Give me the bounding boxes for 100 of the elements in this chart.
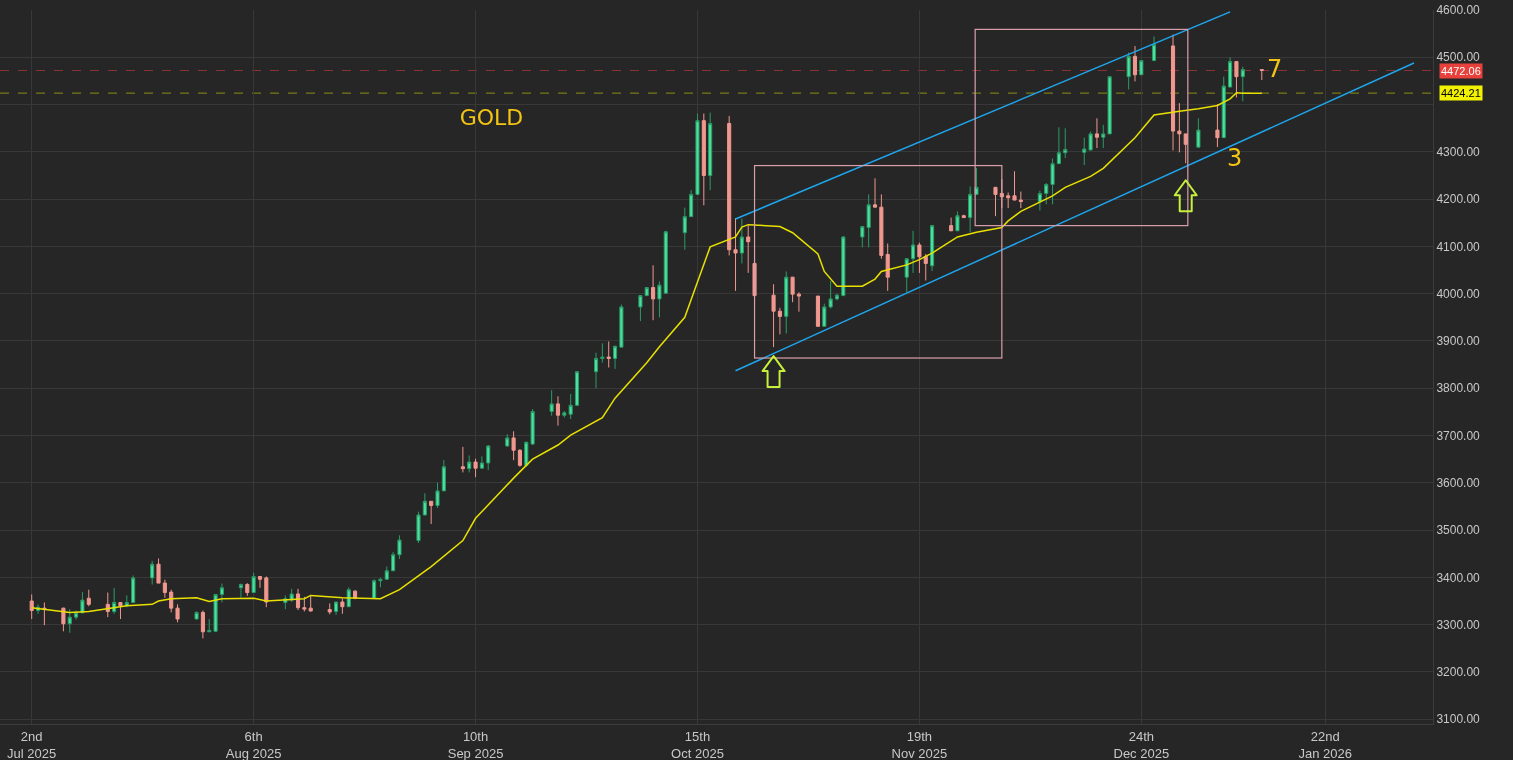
candlestick xyxy=(74,610,79,620)
candlestick xyxy=(200,610,205,639)
candlestick xyxy=(1107,76,1112,135)
candlestick xyxy=(733,217,738,292)
candlestick xyxy=(257,575,263,589)
candlestick xyxy=(112,587,117,615)
candlestick xyxy=(790,276,795,303)
candlestick xyxy=(213,593,218,632)
candlestick xyxy=(517,448,522,468)
candlestick xyxy=(238,583,243,599)
candlestick xyxy=(885,243,890,292)
candlestick xyxy=(1151,35,1157,62)
candlestick xyxy=(156,558,161,584)
y-tick-label: 4300.00 xyxy=(1436,145,1481,160)
x-tick-label: 15th Oct 2025 xyxy=(671,728,724,760)
y-tick-label: 3800.00 xyxy=(1436,381,1481,396)
candlestick xyxy=(739,218,744,264)
candlestick xyxy=(555,395,561,427)
candlestick xyxy=(651,264,656,321)
candlestick xyxy=(194,610,199,620)
candlestick xyxy=(1056,126,1061,165)
candlestick xyxy=(993,186,998,217)
candlestick xyxy=(727,115,732,256)
candlestick xyxy=(150,560,155,586)
candlestick xyxy=(162,579,167,599)
candlestick xyxy=(105,592,110,618)
candlestick xyxy=(467,454,472,473)
candlestick xyxy=(593,352,599,389)
x-tick-label: 24th Dec 2025 xyxy=(1113,728,1170,760)
x-tick-label: 22nd Jan 2026 xyxy=(1298,728,1352,760)
candlestick xyxy=(416,511,421,544)
y-tick-label: 3900.00 xyxy=(1436,334,1481,349)
candlestick xyxy=(746,224,751,274)
candlestick xyxy=(613,345,618,370)
candlestick xyxy=(657,280,662,318)
candlestick xyxy=(86,589,91,607)
candlestick xyxy=(1012,170,1017,201)
candlestick xyxy=(695,113,700,195)
y-tick-label: 3700.00 xyxy=(1436,428,1481,443)
candlestick xyxy=(549,389,554,417)
candlestick xyxy=(1259,69,1264,81)
candlestick xyxy=(949,217,954,232)
candlestick xyxy=(796,291,801,313)
annotation: 7 xyxy=(1267,55,1283,83)
candlestick xyxy=(834,293,840,300)
candlestick xyxy=(1196,117,1201,148)
candlestick xyxy=(911,230,916,274)
candlestick xyxy=(968,185,973,233)
candlestick xyxy=(334,601,339,616)
candlestick xyxy=(1044,182,1049,205)
candlestick xyxy=(505,433,510,448)
candlestick xyxy=(815,295,820,327)
candlestick xyxy=(511,430,516,461)
candlestick xyxy=(930,225,935,272)
x-tick-label: 2nd Jul 2025 xyxy=(7,728,57,760)
y-tick-label: 3500.00 xyxy=(1436,523,1481,538)
candlestick xyxy=(771,283,776,348)
y-tick-label: 3200.00 xyxy=(1436,665,1481,680)
candlestick xyxy=(251,572,256,594)
candlestick xyxy=(378,577,383,588)
candlestick xyxy=(327,602,332,615)
candlestick xyxy=(1170,34,1176,151)
candlestick xyxy=(708,112,713,191)
candlestick xyxy=(131,575,136,603)
candlestick xyxy=(600,342,605,364)
ref-line-label: 4472.06 xyxy=(1441,65,1481,77)
candlestick xyxy=(1215,103,1220,148)
candlestick xyxy=(689,189,694,218)
candlestick xyxy=(574,371,580,406)
candlestick xyxy=(777,307,782,335)
candlestick xyxy=(961,214,966,219)
text: GOLD xyxy=(459,104,524,130)
y-tick-label: 3100.00 xyxy=(1436,712,1481,727)
candlestick xyxy=(264,575,269,608)
candlestick xyxy=(384,566,389,580)
candlestick xyxy=(1088,131,1093,151)
candlestick xyxy=(1132,45,1138,82)
x-tick-label: 10th Sep 2025 xyxy=(447,728,504,760)
candlestick xyxy=(391,551,396,572)
candlestick xyxy=(644,287,649,297)
line-series xyxy=(30,92,1263,614)
y-tick-label: 4200.00 xyxy=(1436,192,1481,207)
candlestick xyxy=(429,500,434,525)
candlestick xyxy=(67,608,72,634)
y-tick-label: 4500.00 xyxy=(1436,50,1481,65)
candlestick xyxy=(1126,52,1131,90)
candlestick xyxy=(923,253,928,281)
candlestick xyxy=(841,235,846,297)
y-tick-label: 3600.00 xyxy=(1436,476,1481,491)
candlestick xyxy=(530,408,535,446)
candlestick xyxy=(1101,124,1106,149)
candlestick xyxy=(872,177,878,208)
candlestick xyxy=(1063,127,1068,159)
candlestick xyxy=(460,446,465,473)
candlestick xyxy=(1094,117,1099,149)
y-tick-label: 3400.00 xyxy=(1436,570,1481,585)
candlestick xyxy=(606,340,611,368)
candlestick xyxy=(701,113,706,206)
candlestick xyxy=(1183,133,1188,164)
candlestick xyxy=(479,455,484,469)
